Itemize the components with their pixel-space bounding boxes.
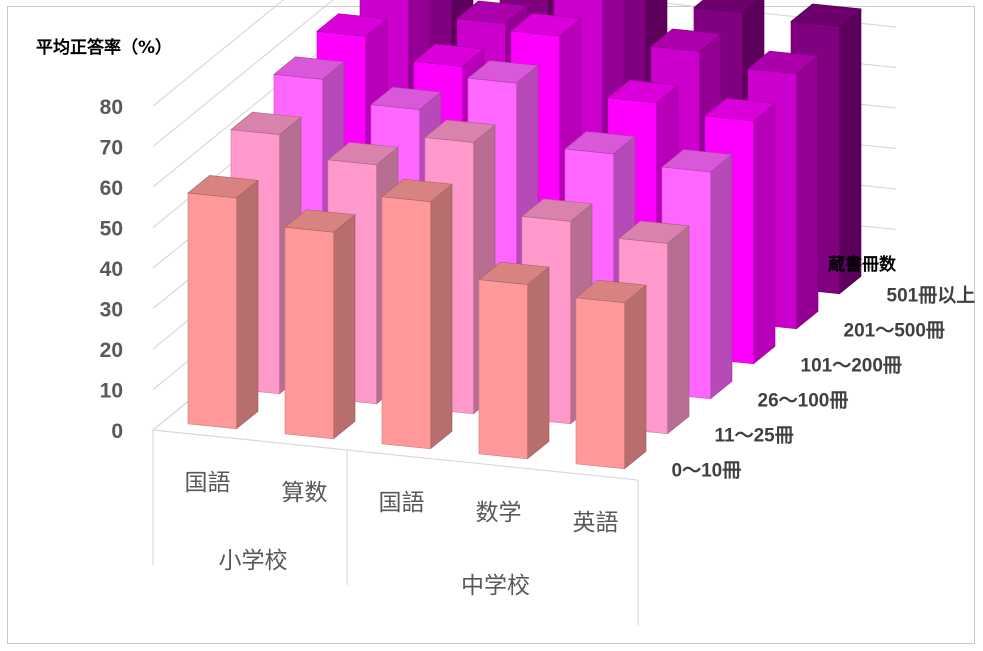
bar	[381, 178, 453, 450]
gridline	[152, 0, 285, 107]
bar-top	[564, 131, 636, 155]
bars	[187, 0, 862, 470]
bar-top	[187, 175, 259, 199]
depth-axis: 0～10冊 11～25冊 26～100冊 101～200冊 201～500冊 501冊以上…	[672, 254, 976, 482]
bar-top	[316, 13, 388, 37]
y-tick-label: 70	[100, 137, 123, 160]
bar-front	[381, 196, 431, 450]
x-category-label: 英語	[573, 510, 619, 536]
x-category-label: 国語	[185, 470, 231, 496]
bar-top	[693, 0, 759, 13]
bar-front	[187, 192, 237, 430]
y-axis: 0 10 20 30 40 50 60 70 80 平均正答率（%）	[36, 37, 172, 443]
y-tick-label: 10	[100, 380, 123, 403]
bar-top	[467, 60, 539, 84]
y-tick-label: 60	[100, 177, 123, 200]
y-tick-label: 20	[100, 339, 123, 362]
bar	[478, 261, 550, 460]
x-category-label: 算数	[282, 480, 328, 506]
bar-top	[650, 28, 722, 52]
bar-side	[624, 284, 647, 470]
depth-label: 26～100冊	[758, 391, 849, 412]
bar-front	[284, 226, 334, 440]
depth-axis-title: 蔵書冊数	[828, 254, 897, 275]
y-tick-label: 0	[111, 420, 123, 443]
x-group-label: 小学校	[219, 548, 288, 574]
bar-top	[521, 198, 593, 222]
bar	[187, 175, 259, 430]
bar-side	[667, 225, 690, 435]
bar-top	[575, 279, 647, 304]
bar	[284, 209, 356, 440]
bar-top	[704, 97, 776, 122]
depth-label: 0～10冊	[672, 461, 742, 482]
x-category-label: 数学	[476, 500, 522, 526]
y-axis-title: 平均正答率（%）	[36, 37, 172, 58]
depth-label: 11～25冊	[715, 426, 794, 447]
bar-top	[327, 141, 399, 166]
bar-side	[710, 153, 733, 400]
bar-top	[230, 111, 302, 135]
bar-top	[747, 50, 819, 74]
bar-side	[839, 8, 862, 295]
bar-side	[430, 183, 453, 450]
bar-side	[796, 55, 819, 330]
bar-front	[575, 297, 625, 470]
gridline	[152, 0, 334, 147]
bar-top	[790, 3, 862, 27]
depth-label: 201～500冊	[844, 321, 945, 342]
bar-front	[478, 279, 528, 460]
bar-top	[381, 178, 453, 203]
y-tick-label: 40	[100, 258, 123, 281]
bar-top	[284, 209, 356, 233]
bar-top	[456, 0, 528, 24]
depth-label: 101～200冊	[801, 356, 902, 377]
y-tick-label: 80	[100, 96, 123, 119]
bar-top	[370, 86, 442, 110]
bar-top	[510, 13, 582, 37]
bar-top	[424, 119, 496, 143]
bar-side	[753, 102, 776, 365]
bar-top	[273, 56, 345, 80]
bar-top	[661, 149, 733, 173]
bar-top	[607, 79, 679, 104]
bar	[575, 279, 647, 470]
bar-top	[618, 220, 690, 244]
x-group-label: 中学校	[461, 573, 530, 599]
y-tick-label: 50	[100, 218, 123, 241]
bar-side	[236, 179, 259, 430]
bar-top	[478, 261, 550, 285]
y-tick-label: 30	[100, 299, 123, 322]
bar-side	[527, 266, 550, 460]
x-category-label: 国語	[379, 490, 425, 516]
bar-side	[333, 214, 356, 440]
depth-label: 501冊以上	[887, 285, 976, 307]
bar-top	[413, 43, 485, 67]
